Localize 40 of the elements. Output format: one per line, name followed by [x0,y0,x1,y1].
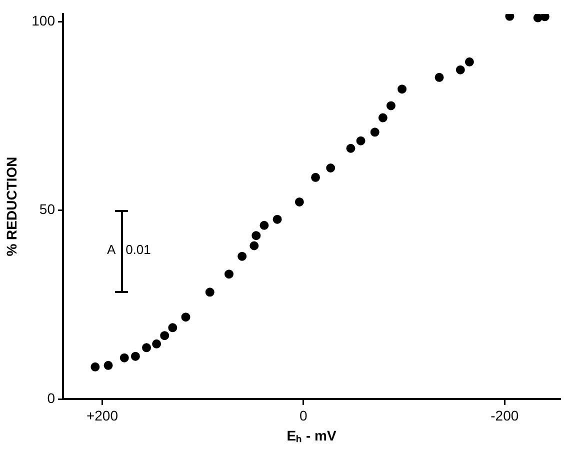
y-axis-title: % REDUCTION [3,156,20,256]
point [464,57,474,66]
point [160,331,170,340]
point [326,164,336,172]
point [224,270,234,279]
point [533,14,542,22]
point [130,352,140,361]
y-tick-label: 100 [32,12,56,28]
point [205,288,214,297]
point [90,362,100,372]
point [142,343,152,352]
point [250,241,259,250]
point [294,197,304,206]
x-tick-label: 0 [300,407,308,424]
point [505,14,514,21]
point [238,252,247,261]
point [540,14,550,22]
point [311,172,320,182]
point [260,220,269,230]
x-tick-label: -200 [490,407,519,424]
point [272,214,282,224]
point [181,312,190,322]
point [398,84,407,94]
point [370,128,380,137]
point [356,136,366,146]
point [252,231,261,240]
y-tick-label: 50 [39,201,56,218]
x-tick-label: +200 [86,407,118,424]
point [434,72,444,82]
y-tick-label: 0 [47,390,56,406]
annotation: A 0.01 [107,242,151,257]
point [386,101,396,110]
point [346,144,356,153]
point [120,353,129,362]
point [456,65,465,74]
x-axis-title: Eₕ - mV [286,427,337,444]
point [152,339,162,348]
point [378,113,388,122]
point [168,323,178,332]
point [104,360,113,370]
